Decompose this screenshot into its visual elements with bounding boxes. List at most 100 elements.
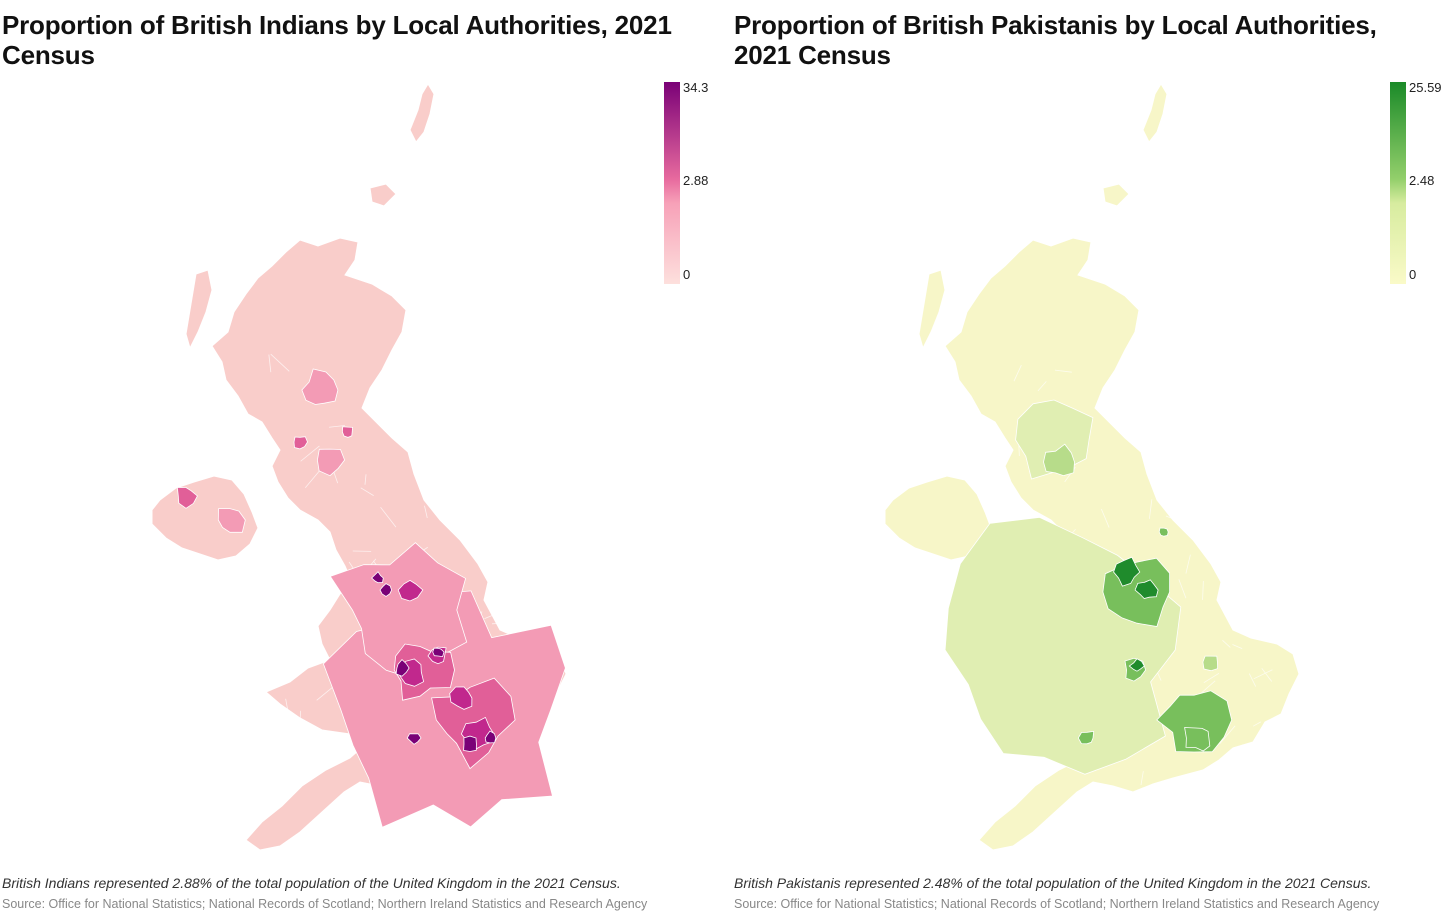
boundary-line	[1183, 363, 1192, 382]
boundary-line	[1054, 369, 1072, 373]
boundary-line	[1209, 551, 1217, 564]
boundary-line	[289, 721, 306, 736]
authority-area	[1158, 527, 1169, 537]
authority-area	[1202, 655, 1219, 672]
boundary-line	[1232, 644, 1243, 649]
boundary-line	[1219, 725, 1236, 745]
map-title: Proportion of British Indians by Local A…	[2, 10, 672, 70]
boundary-line	[1263, 765, 1278, 768]
map-note: British Pakistanis represented 2.48% of …	[734, 875, 1372, 891]
authority-area	[293, 436, 308, 450]
uk-choropleth-map[interactable]	[733, 70, 1433, 860]
boundary-line	[506, 571, 521, 582]
boundary-line	[1202, 580, 1204, 600]
authority-area	[406, 733, 422, 745]
boundary-line	[1222, 516, 1235, 531]
boundary-line	[1234, 462, 1241, 478]
authority-area	[1134, 579, 1159, 599]
boundary-line	[466, 454, 486, 468]
boundary-line	[1248, 673, 1257, 687]
boundary-line	[272, 660, 288, 673]
boundary-line	[1178, 579, 1187, 599]
boundary-line	[1140, 771, 1144, 786]
boundary-line	[431, 482, 451, 488]
authority-area	[395, 659, 410, 677]
orkney-region	[1102, 183, 1130, 207]
boundary-line	[264, 481, 268, 494]
boundary-line	[298, 737, 312, 748]
boundary-line	[1253, 669, 1273, 680]
map-title: Proportion of British Pakistanis by Loca…	[734, 10, 1377, 70]
boundary-line	[443, 404, 462, 414]
boundary-line	[440, 460, 461, 472]
boundary-line	[1200, 512, 1212, 532]
color-legend: 25.59 2.48 0	[1390, 80, 1456, 288]
high-value-authorities	[944, 399, 1233, 775]
boundary-line	[304, 469, 322, 489]
map-note: British Indians represented 2.88% of the…	[2, 875, 621, 891]
boundary-line	[524, 453, 541, 471]
authority-area	[301, 368, 339, 405]
hebrides-region	[185, 269, 213, 350]
boundary-line	[1235, 744, 1244, 764]
boundary-line	[380, 507, 397, 528]
legend-color-bar	[1390, 82, 1406, 284]
boundary-line	[364, 474, 367, 485]
authority-area	[379, 583, 393, 597]
authority-area	[1128, 658, 1145, 672]
boundary-line	[1100, 508, 1110, 528]
legend-mid-label: 2.88	[683, 173, 709, 188]
authority-area	[316, 448, 346, 477]
boundary-line	[1165, 515, 1180, 522]
boundary-line	[270, 353, 290, 372]
authority-area	[463, 735, 477, 752]
boundary-line	[285, 698, 289, 712]
authority-area	[371, 571, 384, 584]
boundary-line	[1197, 435, 1216, 442]
map-source: Source: Office for National Statistics; …	[734, 897, 1380, 911]
boundary-line	[316, 685, 335, 701]
boundary-line	[1185, 554, 1191, 574]
orkney-region	[369, 183, 397, 207]
authority-area	[1156, 690, 1233, 753]
boundary-line	[1261, 668, 1273, 682]
authority-area	[484, 730, 497, 744]
boundary-line	[1222, 640, 1231, 648]
boundary-line	[1148, 499, 1153, 519]
boundary-line	[1252, 721, 1262, 727]
boundary-line	[395, 367, 413, 381]
map-panel-indians: Proportion of British Indians by Local A…	[0, 10, 709, 911]
boundary-line	[300, 445, 320, 462]
shetland-region	[1142, 83, 1168, 143]
boundary-line	[518, 442, 528, 445]
boundary-line	[284, 749, 293, 758]
boundary-line	[478, 546, 482, 552]
legend-color-bar	[664, 82, 680, 284]
uk-choropleth-map[interactable]	[0, 70, 700, 860]
boundary-line	[1262, 469, 1268, 480]
boundary-line	[284, 771, 290, 776]
authority-area	[217, 508, 246, 533]
boundary-line	[484, 610, 504, 619]
boundary-line	[268, 354, 272, 373]
boundary-line	[255, 576, 267, 594]
boundary-line	[1037, 381, 1047, 392]
authority-area	[1043, 443, 1075, 477]
map-source: Source: Office for National Statistics; …	[2, 897, 648, 911]
hebrides-region	[918, 269, 946, 350]
authority-area	[1077, 730, 1095, 745]
authority-area	[1113, 556, 1141, 587]
boundary-line	[1157, 398, 1162, 402]
boundary-line	[348, 561, 354, 569]
boundary-line	[1261, 724, 1273, 746]
authority-area	[449, 686, 473, 710]
boundary-line	[271, 731, 289, 739]
boundary-line	[280, 719, 299, 732]
shetland-region	[409, 83, 435, 143]
authority-area	[341, 426, 354, 438]
boundary-line	[1005, 764, 1013, 777]
boundary-line	[424, 505, 428, 518]
boundary-line	[482, 444, 492, 461]
authority-area	[176, 486, 198, 509]
legend-max-label: 25.59	[1409, 80, 1442, 95]
